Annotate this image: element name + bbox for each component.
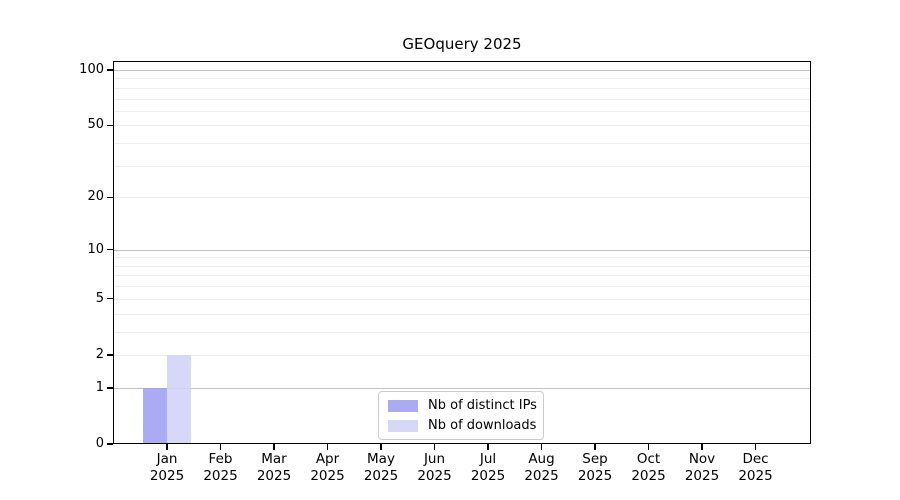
x-tick-mark <box>273 444 275 450</box>
gridline-y-3 <box>113 331 811 333</box>
bar-nb-of-distinct-ips <box>143 387 167 444</box>
plot-area <box>113 61 811 444</box>
gridline-y-9 <box>113 257 811 259</box>
legend-item: Nb of distinct IPs <box>388 398 537 413</box>
legend-label: Nb of distinct IPs <box>428 398 537 413</box>
legend: Nb of distinct IPs Nb of downloads <box>378 391 544 440</box>
gridline-y-100 <box>113 70 811 71</box>
y-tick-mark <box>107 69 113 71</box>
x-tick-mark <box>594 444 596 450</box>
y-tick-mark <box>107 196 113 198</box>
x-tick-mark <box>326 444 329 450</box>
gridline-y-5 <box>113 298 811 300</box>
y-tick-mark <box>107 387 113 389</box>
gridline-y-10 <box>113 249 811 251</box>
legend-item: Nb of downloads <box>388 418 537 433</box>
y-tick-label: 100 <box>79 62 104 77</box>
gridline-y-90 <box>113 78 811 80</box>
x-tick-mark <box>166 444 168 450</box>
x-tick-mark <box>754 444 757 450</box>
x-tick-mark <box>219 444 222 450</box>
x-tick-label: Mar 2025 <box>256 451 292 484</box>
y-tick-label: 2 <box>95 346 104 362</box>
x-tick-label: Apr 2025 <box>310 451 345 484</box>
x-tick-mark <box>701 444 703 450</box>
y-tick-mark <box>107 248 113 251</box>
legend-swatch <box>388 399 418 412</box>
x-tick-mark <box>487 444 489 450</box>
x-tick-mark <box>433 444 436 450</box>
legend-swatch <box>388 419 418 432</box>
gridline-y-7 <box>113 275 811 277</box>
gridline-y-70 <box>113 98 811 100</box>
gridline-y-8 <box>113 265 811 267</box>
gridline-y-50 <box>113 125 811 127</box>
gridline-y-30 <box>113 165 811 167</box>
chart-title: GEOquery 2025 <box>402 35 522 53</box>
gridline-y-20 <box>113 197 811 199</box>
x-tick-label: Oct 2025 <box>631 451 666 484</box>
gridline-y-2 <box>113 354 811 356</box>
y-tick-mark <box>107 354 113 356</box>
legend-label: Nb of downloads <box>428 418 537 433</box>
y-tick-label: 20 <box>87 189 104 205</box>
x-tick-label: May 2025 <box>363 451 399 484</box>
gridline-y-40 <box>113 143 811 145</box>
x-tick-label: Sep 2025 <box>577 451 613 484</box>
x-tick-label: Jan 2025 <box>149 451 185 484</box>
x-tick-label: Feb 2025 <box>203 451 238 484</box>
y-tick-mark <box>107 298 113 300</box>
x-tick-label: Jul 2025 <box>470 451 506 484</box>
gridline-y-6 <box>113 286 811 288</box>
x-tick-label: Jun 2025 <box>417 451 452 484</box>
y-tick-label: 1 <box>95 379 104 395</box>
x-tick-label: Dec 2025 <box>738 451 773 484</box>
gridline-y-1 <box>113 387 811 389</box>
gridline-y-4 <box>113 313 811 315</box>
x-tick-mark <box>647 444 650 450</box>
y-tick-label: 50 <box>87 117 104 133</box>
x-tick-label: Aug 2025 <box>524 451 559 484</box>
y-tick-mark <box>107 443 113 445</box>
gridline-y-60 <box>113 110 811 112</box>
x-tick-label: Nov 2025 <box>684 451 720 484</box>
bar-nb-of-downloads <box>167 354 191 444</box>
x-tick-mark <box>380 444 382 450</box>
y-tick-label: 5 <box>95 290 104 306</box>
y-tick-label: 0 <box>95 436 104 451</box>
y-tick-label: 10 <box>87 241 104 257</box>
gridline-y-80 <box>113 87 811 89</box>
x-tick-mark <box>540 444 543 450</box>
y-tick-mark <box>107 124 113 127</box>
